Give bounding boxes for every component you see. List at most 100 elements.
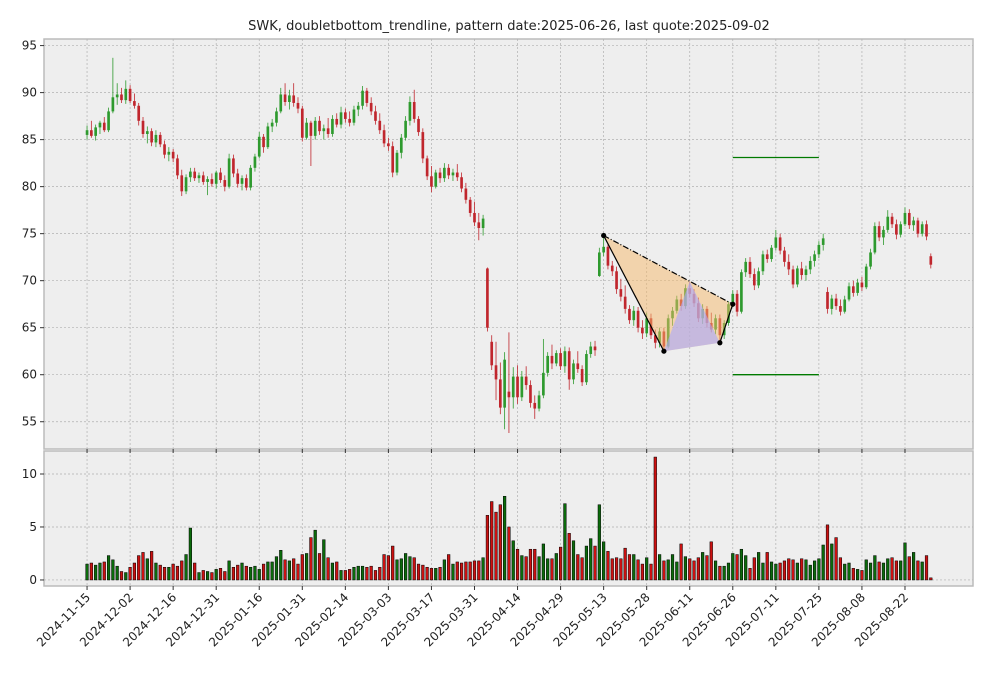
volume-bar bbox=[649, 563, 653, 581]
candle-body bbox=[210, 179, 214, 184]
volume-bar bbox=[240, 562, 244, 581]
volume-bar bbox=[782, 560, 787, 581]
candle-body bbox=[770, 247, 773, 260]
candle-body bbox=[430, 176, 433, 187]
candle-body bbox=[653, 335, 657, 343]
candle-body bbox=[296, 102, 300, 109]
candle-body bbox=[150, 131, 153, 143]
volume-bar bbox=[795, 562, 799, 581]
candle-body bbox=[869, 252, 872, 267]
volume-bar bbox=[223, 571, 227, 581]
volume-bar bbox=[752, 557, 756, 581]
candle-body bbox=[864, 266, 868, 288]
candle-body bbox=[443, 167, 446, 179]
candle-body bbox=[240, 178, 244, 184]
candle-body bbox=[847, 286, 851, 300]
candle-body bbox=[735, 293, 739, 312]
candle-body bbox=[882, 229, 885, 238]
volume-bar bbox=[765, 552, 769, 581]
pattern-point bbox=[730, 301, 736, 307]
y-tick-label: 85 bbox=[22, 133, 37, 147]
volume-bar bbox=[511, 540, 515, 581]
volume-bar bbox=[343, 570, 347, 581]
candle-body bbox=[318, 120, 321, 132]
volume-bar bbox=[881, 562, 886, 581]
volume-bar bbox=[266, 561, 270, 581]
candle-body bbox=[821, 238, 825, 245]
volume-bar bbox=[791, 559, 795, 581]
volume-bar bbox=[305, 553, 309, 581]
candle-body bbox=[477, 222, 481, 229]
candle-body bbox=[176, 158, 179, 176]
candle-body bbox=[774, 237, 778, 248]
volume-bar bbox=[257, 569, 261, 581]
candle-body bbox=[641, 327, 644, 334]
candle-body bbox=[133, 101, 136, 106]
candle-body bbox=[111, 97, 115, 112]
volume-bar bbox=[817, 558, 821, 581]
volume-bar bbox=[894, 560, 898, 581]
volume-bar bbox=[701, 552, 705, 581]
candle-body bbox=[309, 122, 313, 136]
volume-bar bbox=[231, 566, 236, 581]
volume-bar bbox=[623, 547, 627, 581]
volume-bar bbox=[459, 562, 464, 581]
volume-bar bbox=[348, 569, 352, 581]
volume-bar bbox=[494, 511, 498, 581]
candle-body bbox=[537, 395, 541, 409]
volume-bar bbox=[356, 565, 360, 581]
candle-body bbox=[266, 126, 270, 148]
volume-bar bbox=[236, 564, 240, 581]
volume-bar bbox=[326, 557, 330, 581]
volume-bar bbox=[201, 570, 205, 581]
volume-bar bbox=[218, 568, 223, 581]
candle-body bbox=[141, 120, 145, 134]
volume-bar bbox=[679, 543, 683, 581]
volume-bar bbox=[851, 568, 855, 581]
volume-bar bbox=[787, 558, 791, 581]
candle-body bbox=[244, 178, 248, 188]
candle-body bbox=[744, 261, 748, 273]
volume-bar bbox=[778, 562, 782, 581]
volume-bar bbox=[175, 565, 180, 581]
volume-bar bbox=[761, 562, 765, 581]
candle-body bbox=[486, 268, 489, 328]
volume-bar bbox=[119, 571, 124, 581]
volume-bar bbox=[614, 557, 619, 581]
volume-bar bbox=[373, 570, 378, 581]
candle-body bbox=[124, 88, 128, 101]
volume-bar bbox=[593, 545, 597, 581]
volume-bar bbox=[726, 562, 731, 581]
candle-body bbox=[740, 272, 743, 312]
pattern-leg bbox=[719, 303, 734, 343]
candle-body bbox=[873, 226, 877, 253]
volume-bar bbox=[399, 558, 403, 581]
volume-bar bbox=[468, 561, 472, 581]
candle-body bbox=[516, 376, 519, 398]
volume-bar bbox=[365, 566, 369, 581]
volume-bar bbox=[916, 560, 920, 581]
candle-body bbox=[387, 143, 390, 147]
candle-body bbox=[597, 252, 601, 276]
volume-bar bbox=[309, 537, 313, 581]
chart-title: SWK, doubletbottom_trendline, pattern da… bbox=[248, 19, 770, 34]
candle-body bbox=[511, 376, 515, 398]
candle-body bbox=[481, 218, 485, 229]
volume-bar bbox=[167, 566, 171, 581]
volume-bar bbox=[158, 564, 162, 581]
candle-body bbox=[378, 120, 382, 131]
volume-bar bbox=[180, 560, 184, 581]
volume-bar bbox=[395, 559, 399, 581]
volume-bar bbox=[843, 563, 847, 581]
candle-body bbox=[464, 188, 468, 200]
volume-bar bbox=[748, 568, 752, 581]
candle-body bbox=[623, 296, 627, 309]
candle-body bbox=[292, 95, 296, 103]
candle-body bbox=[438, 172, 442, 179]
volume-bar bbox=[860, 570, 864, 581]
candle-body bbox=[843, 299, 847, 312]
volume-bar bbox=[739, 548, 743, 581]
candle-body bbox=[417, 118, 420, 133]
candle-body bbox=[567, 351, 571, 380]
candle-body bbox=[757, 271, 760, 286]
